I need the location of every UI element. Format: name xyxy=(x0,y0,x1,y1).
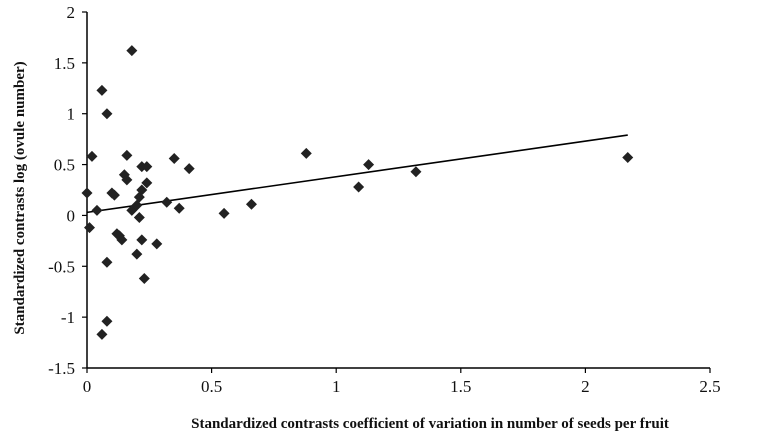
data-point xyxy=(168,152,180,164)
data-point xyxy=(131,248,143,260)
trendline xyxy=(86,134,628,214)
data-point xyxy=(91,204,103,216)
x-tick-label: 0 xyxy=(83,377,92,396)
data-point xyxy=(245,198,257,210)
data-point xyxy=(86,150,98,162)
data-point xyxy=(101,315,113,327)
data-point xyxy=(126,45,138,57)
plot-area: -1.5 -1 -0.5 0 0.5 1 1.5 2 0 0.5 1 1.5 2 2.5 xyxy=(48,3,721,396)
data-point xyxy=(141,177,153,189)
y-tick-label: 0.5 xyxy=(54,156,75,175)
y-tick-label: 1 xyxy=(67,105,76,124)
data-point xyxy=(363,159,375,171)
data-point xyxy=(121,174,133,186)
x-tick-label: 2.5 xyxy=(699,377,720,396)
data-point xyxy=(300,147,312,159)
data-point xyxy=(141,161,153,173)
data-point xyxy=(108,189,120,201)
data-point xyxy=(136,184,148,196)
data-point xyxy=(218,207,230,219)
data-point xyxy=(136,234,148,246)
data-point xyxy=(133,211,145,223)
data-point xyxy=(96,328,108,340)
data-point xyxy=(173,202,185,214)
data-point xyxy=(101,108,113,120)
data-point xyxy=(410,166,422,178)
data-point xyxy=(118,169,130,181)
data-point xyxy=(131,199,143,211)
data-point xyxy=(83,222,95,234)
data-point xyxy=(116,234,128,246)
data-point xyxy=(353,181,365,193)
y-tick-label: -0.5 xyxy=(48,257,75,276)
data-point xyxy=(121,149,133,161)
data-point xyxy=(81,187,93,199)
y-axis-title: Standardized contrasts log (ovule number… xyxy=(12,61,28,334)
y-tick-label: 1.5 xyxy=(54,54,75,73)
data-point xyxy=(138,272,150,284)
data-point xyxy=(161,196,173,208)
y-tick-label: 0 xyxy=(67,206,76,225)
x-tick-label: 1 xyxy=(332,377,341,396)
x-axis-title: Standardized contrasts coefficient of va… xyxy=(191,416,669,432)
data-point xyxy=(183,163,195,175)
data-point xyxy=(96,84,108,96)
x-tick-label: 0.5 xyxy=(201,377,222,396)
y-tick-label: 2 xyxy=(67,3,76,22)
x-tick-label: 2 xyxy=(581,377,590,396)
data-point xyxy=(151,238,163,250)
data-point xyxy=(101,256,113,268)
y-tick-label: -1 xyxy=(61,308,75,327)
data-point xyxy=(622,151,634,163)
y-tick-label: -1.5 xyxy=(48,359,75,378)
x-tick-label: 1.5 xyxy=(450,377,471,396)
